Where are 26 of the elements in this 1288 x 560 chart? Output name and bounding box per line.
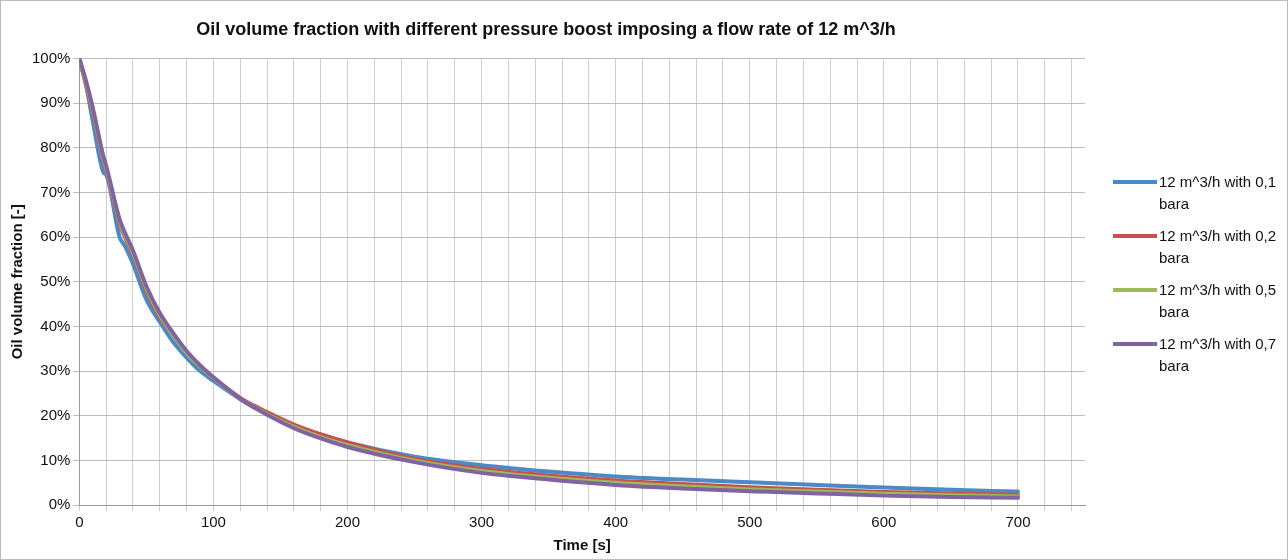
y-tick-label: 90% (40, 93, 71, 111)
chart-title: Oil volume fraction with different pressure boost imposing a flow rate of 12 m^3/h (196, 18, 896, 39)
x-tick-label: 500 (737, 513, 763, 531)
x-axis-title: Time [s] (553, 536, 611, 554)
y-tick-label: 100% (31, 48, 71, 66)
x-tick-label: 400 (603, 513, 629, 531)
x-tick-label: 100 (200, 513, 226, 531)
x-tick-label: 300 (469, 513, 495, 531)
x-tick-label: 0 (75, 513, 84, 531)
y-tick-label: 60% (40, 227, 71, 245)
y-tick-label: 70% (40, 182, 71, 200)
y-axis-title: Oil volume fraction [-] (8, 204, 26, 360)
legend-label: 12 m^3/h with 0,2 bara (1159, 226, 1278, 268)
y-tick-label: 20% (40, 405, 71, 423)
x-tick-label: 700 (1005, 513, 1031, 531)
x-tick-label: 600 (871, 513, 897, 531)
legend-label: 12 m^3/h with 0,1 bara (1159, 172, 1278, 214)
y-tick-label: 50% (40, 271, 71, 289)
legend-label: 12 m^3/h with 0,7 bara (1159, 334, 1278, 376)
y-tick-label: 30% (40, 361, 71, 379)
y-tick-label: 40% (40, 316, 71, 334)
legend-label: 12 m^3/h with 0,5 bara (1159, 280, 1278, 322)
y-tick-label: 80% (40, 138, 71, 156)
y-tick-label: 0% (48, 495, 71, 513)
y-tick-label: 10% (40, 450, 71, 468)
x-tick-label: 200 (335, 513, 361, 531)
